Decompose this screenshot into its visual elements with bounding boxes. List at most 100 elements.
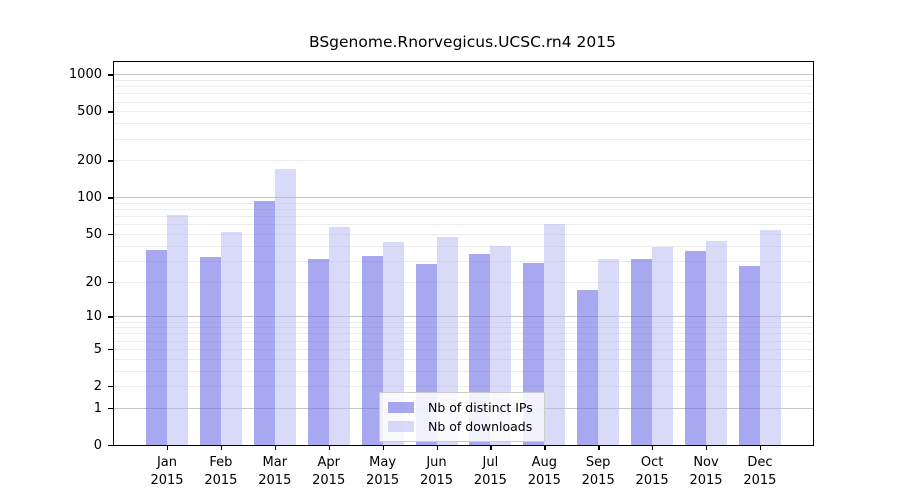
bar-distinct-ips [631,259,653,445]
chart-title: BSgenome.Rnorvegicus.UCSC.rn4 2015 [308,33,616,51]
bar-downloads [598,259,620,445]
y-gridline-minor [114,245,813,247]
y-axis-tick [108,445,113,447]
x-axis-tick [598,445,600,450]
plot-area: 0 1 2 5 10 20 50 100 200 500 1000 Jan 2015 Feb 2015 Mar… [69,61,814,488]
y-gridline-minor [114,209,813,211]
x-axis-tick-label: Apr 2015 [312,455,346,488]
y-gridline-minor [114,340,813,342]
legend-swatch-downloads [388,421,414,432]
y-gridline-minor [114,79,813,81]
y-gridline-minor [114,333,813,335]
x-axis-tick-label: Feb 2015 [204,455,238,488]
y-gridline-major [114,197,813,199]
y-gridline-minor [114,216,813,218]
x-axis-tick [382,445,384,450]
bar-distinct-ips [361,255,383,445]
y-gridline-minor [114,123,813,125]
legend: Nb of distinct IPs Nb of downloads [379,392,545,442]
bar-distinct-ips [146,249,167,445]
bar-distinct-ips [577,289,599,445]
y-axis-tick [108,111,113,113]
y-axis-tick [108,74,113,76]
y-axis-tick [108,316,113,318]
x-axis-tick-label: Aug 2015 [527,455,561,488]
y-gridline-minor [114,386,813,388]
x-axis-tick-label: Mar 2015 [258,455,292,488]
y-gridline-major [114,74,813,76]
x-axis-tick-label: Jul 2015 [473,455,507,488]
y-axis-tick-label: 0 [93,438,102,453]
y-gridline-minor [114,327,813,329]
y-gridline-minor [114,321,813,323]
x-axis-tick-label: Dec 2015 [743,455,777,488]
y-axis-tick-label: 200 [77,153,102,169]
y-axis-tick [108,348,113,351]
y-gridline-minor [114,224,813,226]
x-axis-tick [652,445,654,450]
x-axis-tick [544,445,546,450]
x-axis-tick-label: Sep 2015 [581,455,615,488]
legend-item-downloads: Nb of downloads [388,417,536,436]
x-axis-tick-label: Nov 2015 [689,455,723,488]
bar-distinct-ips [738,266,760,445]
y-axis-tick [108,160,113,162]
bar-downloads [706,240,727,445]
y-gridline-minor [114,281,813,283]
x-axis-tick [706,445,708,450]
x-axis-tick-label: Oct 2015 [635,455,669,488]
y-gridline-minor [114,111,813,113]
legend-item-distinct-ips: Nb of distinct IPs [388,398,536,417]
y-gridline-minor [114,234,813,235]
y-gridline-minor [114,93,813,95]
x-axis-tick-label: Jun 2015 [419,455,454,488]
x-axis-tick [328,445,331,450]
y-gridline-minor [114,160,813,162]
bar-distinct-ips [307,259,329,445]
legend-label-distinct-ips: Nb of distinct IPs [428,400,533,415]
y-gridline-minor [114,203,813,204]
legend-swatch-distinct-ips [388,402,414,413]
legend-label-downloads: Nb of downloads [428,419,533,434]
y-axis-tick-label: 50 [85,227,102,242]
y-gridline-minor [114,358,813,360]
bar-distinct-ips [253,201,275,445]
y-gridline-minor [114,101,813,103]
y-axis-tick-label: 100 [77,190,102,206]
y-axis-tick-label: 5 [93,341,102,357]
bar-downloads [167,214,188,445]
x-axis-tick-label: Jan 2015 [150,455,184,488]
x-axis-tick [274,445,277,450]
bar-distinct-ips [199,257,221,445]
y-axis-tick-label: 1000 [68,67,102,83]
x-axis-tick [167,445,169,450]
y-axis-tick [108,281,113,283]
y-axis-tick [108,386,113,388]
y-axis-tick-label: 1 [93,400,102,416]
x-axis-tick [759,445,762,450]
y-gridline-minor [114,370,813,372]
y-axis-tick [108,407,113,410]
bar-downloads [328,227,350,445]
y-gridline-major [114,316,813,318]
y-axis-tick-label: 10 [85,309,102,325]
bar-distinct-ips [685,251,706,445]
y-gridline-minor [114,86,813,88]
x-axis-tick [220,445,223,450]
y-gridline-minor [114,348,813,350]
y-gridline-minor [114,138,813,140]
x-axis-tick-label: May 2015 [366,455,400,488]
bar-downloads [220,232,242,445]
y-gridline-minor [114,260,813,262]
x-axis-tick [490,445,492,450]
y-axis-tick [108,234,113,236]
bar-downloads [544,224,566,445]
y-axis-tick-label: 20 [85,274,102,290]
y-axis-tick-label: 2 [93,379,102,395]
x-axis-tick [436,445,438,450]
bar-downloads [759,230,781,445]
y-axis-tick-label: 500 [77,104,102,120]
y-axis-tick [108,197,113,199]
bar-downloads [652,247,674,445]
